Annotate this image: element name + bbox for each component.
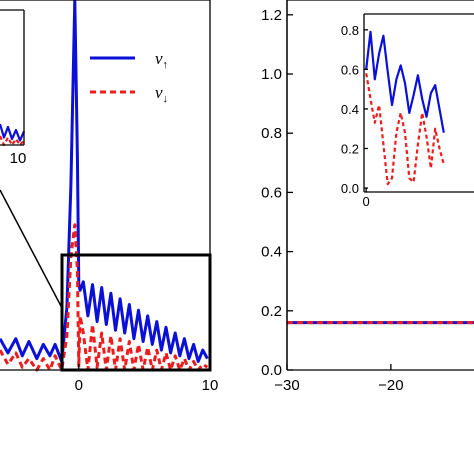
zoom-connector: [0, 189, 63, 309]
zoom-box: [60, 253, 212, 372]
right-inset-x-tick-label: 0: [363, 194, 370, 209]
left-inset-panel: 10: [0, 9, 27, 167]
right-main-y-tick-label: 1.0: [261, 66, 282, 83]
right-inset-y-tick-label: 0.8: [341, 23, 359, 38]
left-inset-x-tick-label: 10: [10, 150, 27, 167]
right-inset-background: [364, 14, 474, 192]
right-inset-y-tick-label: 0.4: [341, 102, 359, 117]
right-main-y-tick-label: 0.4: [261, 244, 282, 261]
left-inset-background: [0, 10, 24, 145]
right-inset-series-down: [365, 73, 445, 186]
right-main-y-tick-label: 0.0: [261, 362, 282, 379]
right-inset-series-up: [365, 30, 445, 133]
right-main-y-tick-label: 0.2: [261, 303, 282, 320]
right-main-y-tick-label: 0.6: [261, 184, 282, 201]
right-inset-y-tick-label: 0.2: [341, 141, 359, 156]
left-main-series-down: [0, 223, 209, 372]
right-inset-y-tick-label: 0.0: [341, 181, 359, 196]
left-main-x-tick-label: 0: [75, 377, 83, 394]
right-main-x-tick-label: −20: [378, 377, 403, 394]
right-inset-y-tick-label: 0.6: [341, 62, 359, 77]
right-main-y-tick-label: 1.2: [261, 7, 282, 24]
right-main-panel: −30 −20 0.0 0.2 0.4 0.6 0.8 1.0 1.2: [261, 0, 474, 394]
right-inset-panel: 0 0.0 0.2 0.4 0.6 0.8: [341, 13, 474, 209]
left-main-x-tick-label: 10: [202, 377, 219, 394]
legend-down-label: v↓: [155, 83, 168, 105]
legend-up-label: v↑: [155, 49, 168, 71]
left-inset-series-up: [0, 123, 26, 142]
right-main-y-tick-label: 0.8: [261, 125, 282, 142]
left-main-series-up: [0, 0, 209, 363]
right-main-x-tick-label: −30: [274, 377, 299, 394]
legend: v↑ v↓: [90, 49, 168, 105]
